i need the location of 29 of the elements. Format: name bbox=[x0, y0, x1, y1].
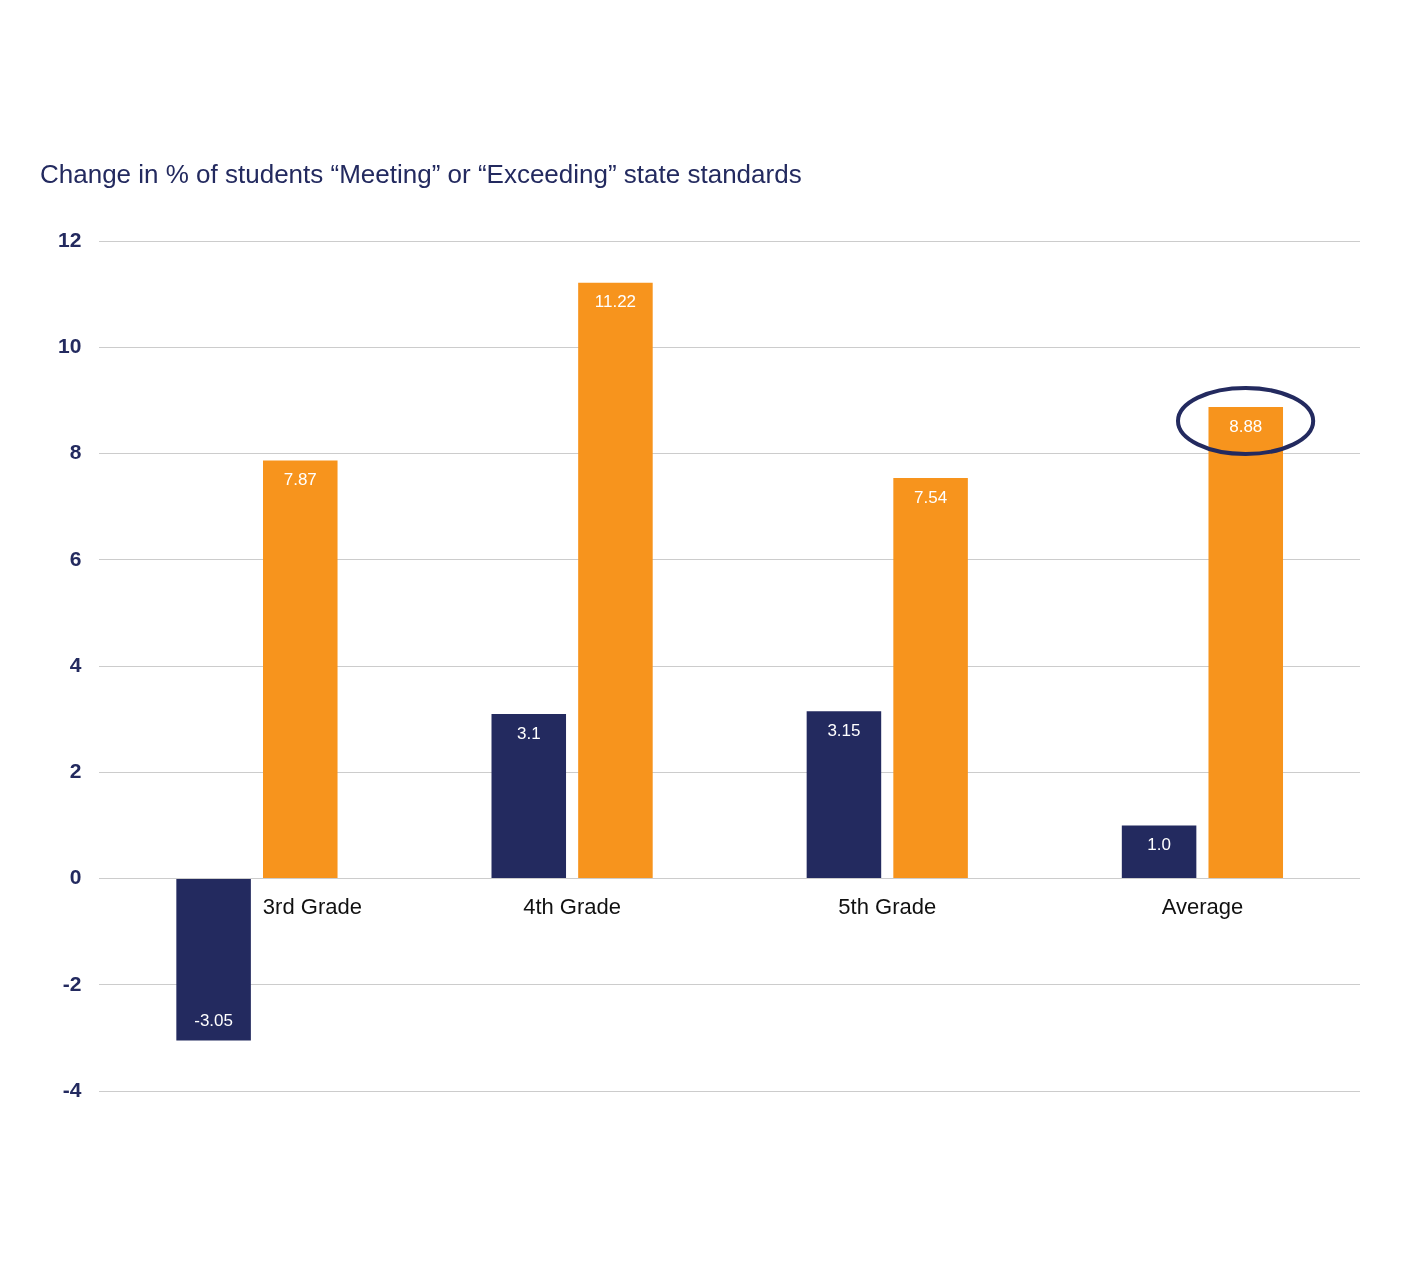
x-tick-label: 3rd Grade bbox=[262, 893, 362, 919]
chart-title: Change in % of students “Meeting” or “Exceeding” state standards bbox=[40, 158, 802, 189]
bar bbox=[263, 460, 338, 879]
y-tick-label: 2 bbox=[69, 759, 82, 783]
data-label: 3.1 bbox=[516, 723, 541, 743]
bar bbox=[1121, 825, 1197, 879]
data-label: 3.15 bbox=[827, 720, 861, 740]
x-tick-label: 5th Grade bbox=[838, 893, 937, 919]
data-label: 8.88 bbox=[1229, 416, 1263, 436]
data-label: 1.0 bbox=[1147, 835, 1171, 855]
bar bbox=[806, 711, 882, 879]
bar bbox=[893, 478, 968, 879]
y-tick-label: 10 bbox=[58, 334, 82, 358]
data-label: 11.22 bbox=[594, 292, 637, 312]
y-tick-label: 4 bbox=[69, 652, 82, 676]
x-tick-label: Average bbox=[1161, 893, 1244, 919]
data-label: -3.05 bbox=[194, 1011, 233, 1031]
y-tick-label: 8 bbox=[69, 440, 82, 464]
bar bbox=[176, 879, 251, 1041]
bar bbox=[491, 713, 567, 879]
y-tick-label: -2 bbox=[62, 971, 82, 995]
data-label: 7.54 bbox=[914, 487, 948, 507]
x-tick-label: 4th Grade bbox=[523, 893, 622, 919]
y-tick-label: 0 bbox=[69, 865, 82, 889]
y-tick-label: 6 bbox=[69, 546, 82, 570]
bar bbox=[578, 282, 653, 879]
y-tick-label: 12 bbox=[58, 228, 82, 251]
data-label: 7.87 bbox=[283, 470, 317, 490]
y-tick-label: -4 bbox=[62, 1077, 82, 1101]
